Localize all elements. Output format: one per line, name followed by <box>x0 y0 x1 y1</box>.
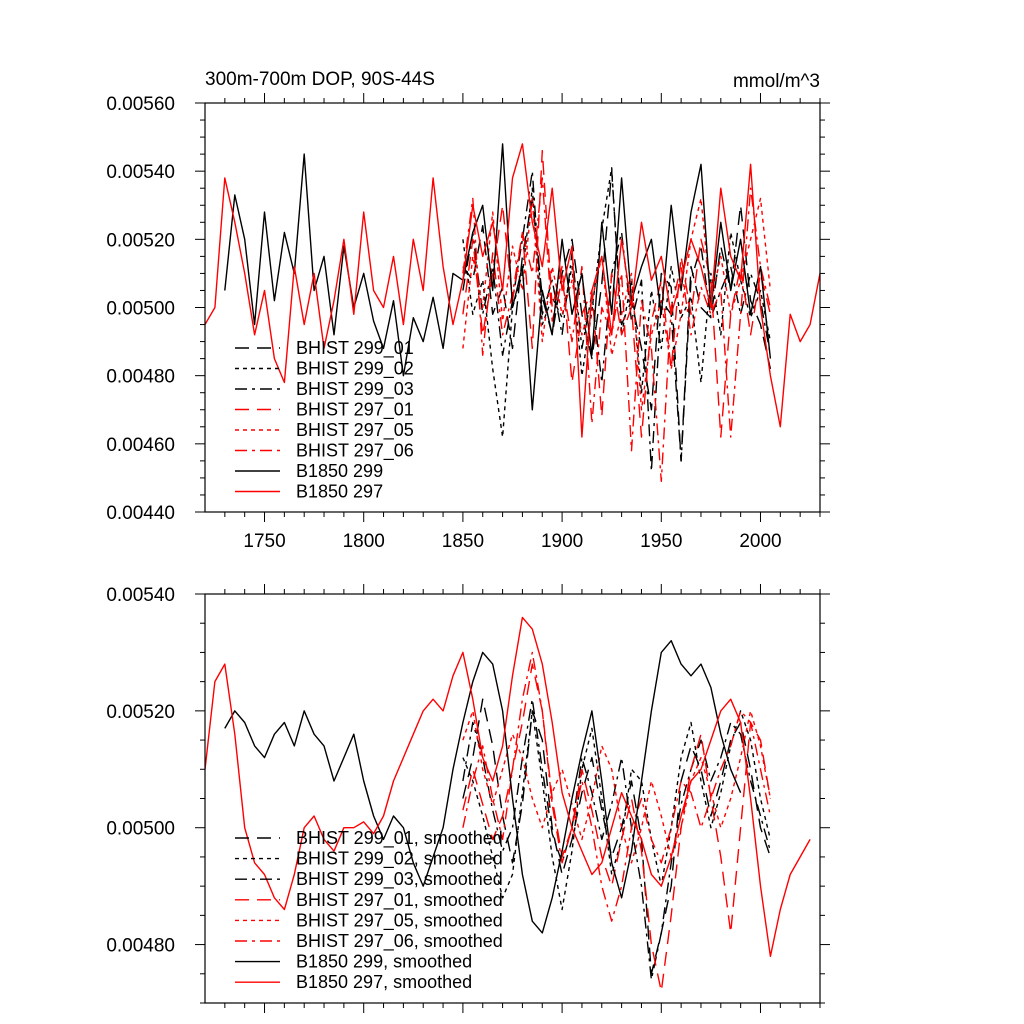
top-x-tick-label: 1850 <box>442 531 484 552</box>
bottom-series-line-8 <box>205 616 811 957</box>
top-series-line-5 <box>462 197 772 411</box>
bottom-legend-label-2: BHIST 299_02, smoothed <box>296 849 503 870</box>
bottom-legend-label-3: BHIST 299_03, smoothed <box>296 869 503 890</box>
bottom-series-line-6 <box>462 651 772 922</box>
top-y-tick-label: 0.00500 <box>106 299 175 320</box>
top-y-tick-label: 0.00440 <box>106 503 175 524</box>
bottom-series-line-4 <box>462 663 772 992</box>
bottom-panel: 0.00480 0.00500 0.00520 0.00540 BHIST 299_0… <box>106 584 830 1013</box>
bottom-legend-label-5: BHIST 297_05, smoothed <box>296 910 503 931</box>
top-panel: 300m-700m DOP, 90S-44S mmol/m^3 1750 1800… <box>106 69 830 552</box>
top-legend-label-4: BHIST 297_01 <box>296 400 414 421</box>
bottom-y-tick-label: 0.00540 <box>106 585 175 606</box>
bottom-series-line-2 <box>462 710 772 911</box>
top-y-tick-label: 0.00460 <box>106 435 175 456</box>
bottom-series-group <box>205 616 811 992</box>
bottom-legend-label-8: B1850 297, smoothed <box>296 972 472 992</box>
bottom-series-line-3 <box>462 698 772 981</box>
top-x-tick-label: 2000 <box>739 531 781 552</box>
top-panel-title: 300m-700m DOP, 90S-44S <box>205 69 435 90</box>
top-series-group <box>205 143 820 482</box>
top-legend-label-1: BHIST 299_01 <box>296 338 414 359</box>
bottom-legend-label-1: BHIST 299_01, smoothed <box>296 828 503 849</box>
bottom-y-tick-label: 0.00520 <box>106 702 175 723</box>
top-y-tick-label: 0.00540 <box>106 162 175 183</box>
bottom-series-line-5 <box>462 710 772 864</box>
top-legend-label-2: BHIST 299_02 <box>296 359 414 380</box>
top-x-tick-label: 1950 <box>640 531 682 552</box>
top-legend-label-3: BHIST 299_03 <box>296 379 414 400</box>
bottom-y-tick-label: 0.00500 <box>106 819 175 840</box>
bottom-legend-label-6: BHIST 297_06, smoothed <box>296 931 503 952</box>
top-series-line-6 <box>462 177 772 482</box>
top-x-tick-label: 1750 <box>243 531 285 552</box>
top-legend-label-8: B1850 297 <box>296 482 383 502</box>
top-y-tick-label: 0.00520 <box>106 230 175 251</box>
bottom-plot-area: 0.00480 0.00500 0.00520 0.00540 <box>106 584 830 1013</box>
top-legend-label-5: BHIST 297_05 <box>296 420 414 441</box>
bottom-series-line-7 <box>224 640 742 934</box>
bottom-series-line-1 <box>462 698 772 975</box>
top-x-tick-label: 1800 <box>343 531 385 552</box>
bottom-legend-label-4: BHIST 297_01, smoothed <box>296 890 503 911</box>
bottom-legend-label-7: B1850 299, smoothed <box>296 952 472 972</box>
top-y-tick-label: 0.00560 <box>106 94 175 115</box>
top-series-line-1 <box>462 170 772 462</box>
top-plot-area: 1750 1800 1850 1900 1950 2000 0.00440 0.00460 0.… <box>106 93 830 552</box>
top-x-tick-label: 1900 <box>541 531 583 552</box>
top-legend-label-7: B1850 299 <box>296 461 383 481</box>
top-panel-units: mmol/m^3 <box>733 71 820 92</box>
top-series-line-8 <box>205 143 820 438</box>
top-legend-label-6: BHIST 297_06 <box>296 441 414 462</box>
bottom-y-tick-label: 0.00480 <box>106 936 175 957</box>
top-y-tick-label: 0.00480 <box>106 367 175 388</box>
